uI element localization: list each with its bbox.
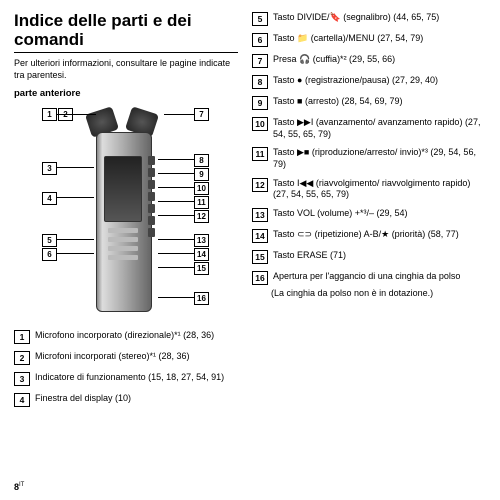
callout-5: 5	[42, 234, 57, 247]
callout-16: 16	[194, 292, 209, 305]
legend-item: 14 Tasto ⊂⊃ (ripetizione) A-B/★ (priorità…	[252, 229, 486, 243]
legend-item: 2 Microfoni incorporati (stereo)*¹ (28, 3…	[14, 351, 238, 365]
callout-8: 8	[194, 154, 209, 167]
right-legend-list: 5 Tasto DIVIDE/🔖 (segnalibro) (44, 65, 75…	[252, 12, 486, 285]
callout-9: 9	[194, 168, 209, 181]
callout-4: 4	[42, 192, 57, 205]
legend-text: Tasto ● (registrazione/pausa) (27, 29, 4…	[273, 75, 438, 87]
legend-item: 1 Microfono incorporato (direzionale)*¹ (…	[14, 330, 238, 344]
section-heading: parte anteriore	[14, 88, 238, 100]
legend-text: Tasto DIVIDE/🔖 (segnalibro) (44, 65, 75)	[273, 12, 439, 24]
legend-text: Tasto 📁 (cartella)/MENU (27, 54, 79)	[273, 33, 423, 45]
legend-number-box: 7	[252, 54, 268, 68]
legend-item: 15 Tasto ERASE (71)	[252, 250, 486, 264]
legend-text: Finestra del display (10)	[35, 393, 131, 405]
legend-item: 7 Presa 🎧 (cuffia)*² (29, 55, 66)	[252, 54, 486, 68]
legend-number-box: 3	[14, 372, 30, 386]
legend-item: 4 Finestra del display (10)	[14, 393, 238, 407]
legend-text: Microfoni incorporati (stereo)*¹ (28, 36…	[35, 351, 190, 363]
callout-7: 7	[194, 108, 209, 121]
legend-number-box: 11	[252, 147, 268, 161]
legend-item: 3 Indicatore di funzionamento (15, 18, 27…	[14, 372, 238, 386]
device-diagram: 1 2 7 3 4 5 6 8 9 10 11 12 13 14 15 16	[14, 104, 238, 324]
legend-number-box: 1	[14, 330, 30, 344]
note-item-16: (La cinghia da polso non è in dotazione.…	[271, 288, 486, 300]
intro-text: Per ulteriori informazioni, consultare l…	[14, 58, 238, 81]
callout-15: 15	[194, 262, 209, 275]
legend-number-box: 14	[252, 229, 268, 243]
legend-number-box: 4	[14, 393, 30, 407]
legend-number-box: 13	[252, 208, 268, 222]
legend-text: Tasto ■ (arresto) (28, 54, 69, 79)	[273, 96, 403, 108]
callout-13: 13	[194, 234, 209, 247]
legend-number-box: 2	[14, 351, 30, 365]
legend-text: Microfono incorporato (direzionale)*¹ (2…	[35, 330, 214, 342]
legend-item: 10 Tasto ▶▶I (avanzamento/ avanzamento ra…	[252, 117, 486, 140]
legend-number-box: 5	[252, 12, 268, 26]
legend-text: Tasto ▶▶I (avanzamento/ avanzamento rapi…	[273, 117, 486, 140]
legend-text: Tasto ⊂⊃ (ripetizione) A-B/★ (priorità) …	[273, 229, 459, 241]
callout-6: 6	[42, 248, 57, 261]
legend-text: Tasto ERASE (71)	[273, 250, 346, 262]
legend-text: Tasto ▶■ (riproduzione/arresto/ invio)*³…	[273, 147, 486, 170]
callout-10: 10	[194, 182, 209, 195]
callout-1: 1	[42, 108, 57, 121]
legend-item: 6 Tasto 📁 (cartella)/MENU (27, 54, 79)	[252, 33, 486, 47]
legend-number-box: 10	[252, 117, 268, 131]
legend-number-box: 9	[252, 96, 268, 110]
legend-item: 16 Apertura per l'aggancio di una cinghia…	[252, 271, 486, 285]
legend-item: 12 Tasto I◀◀ (riavvolgimento/ riavvolgime…	[252, 178, 486, 201]
legend-text: Apertura per l'aggancio di una cinghia d…	[273, 271, 460, 283]
legend-item: 13 Tasto VOL (volume) +*³/– (29, 54)	[252, 208, 486, 222]
callout-14: 14	[194, 248, 209, 261]
callout-12: 12	[194, 210, 209, 223]
callout-3: 3	[42, 162, 57, 175]
legend-number-box: 16	[252, 271, 268, 285]
legend-number-box: 12	[252, 178, 268, 192]
legend-number-box: 6	[252, 33, 268, 47]
legend-number-box: 8	[252, 75, 268, 89]
callout-11: 11	[194, 196, 209, 209]
legend-text: Tasto I◀◀ (riavvolgimento/ riavvolgiment…	[273, 178, 486, 201]
page-title: Indice delle parti e dei comandi	[14, 12, 238, 53]
legend-item: 5 Tasto DIVIDE/🔖 (segnalibro) (44, 65, 75…	[252, 12, 486, 26]
legend-text: Presa 🎧 (cuffia)*² (29, 55, 66)	[273, 54, 395, 66]
legend-item: 8 Tasto ● (registrazione/pausa) (27, 29, …	[252, 75, 486, 89]
page-number: 8IT	[14, 482, 24, 494]
legend-text: Tasto VOL (volume) +*³/– (29, 54)	[273, 208, 407, 220]
left-legend-list: 1 Microfono incorporato (direzionale)*¹ (…	[14, 330, 238, 407]
legend-item: 11 Tasto ▶■ (riproduzione/arresto/ invio)…	[252, 147, 486, 170]
recorder-illustration	[82, 108, 164, 318]
legend-number-box: 15	[252, 250, 268, 264]
legend-text: Indicatore di funzionamento (15, 18, 27,…	[35, 372, 224, 384]
legend-item: 9 Tasto ■ (arresto) (28, 54, 69, 79)	[252, 96, 486, 110]
